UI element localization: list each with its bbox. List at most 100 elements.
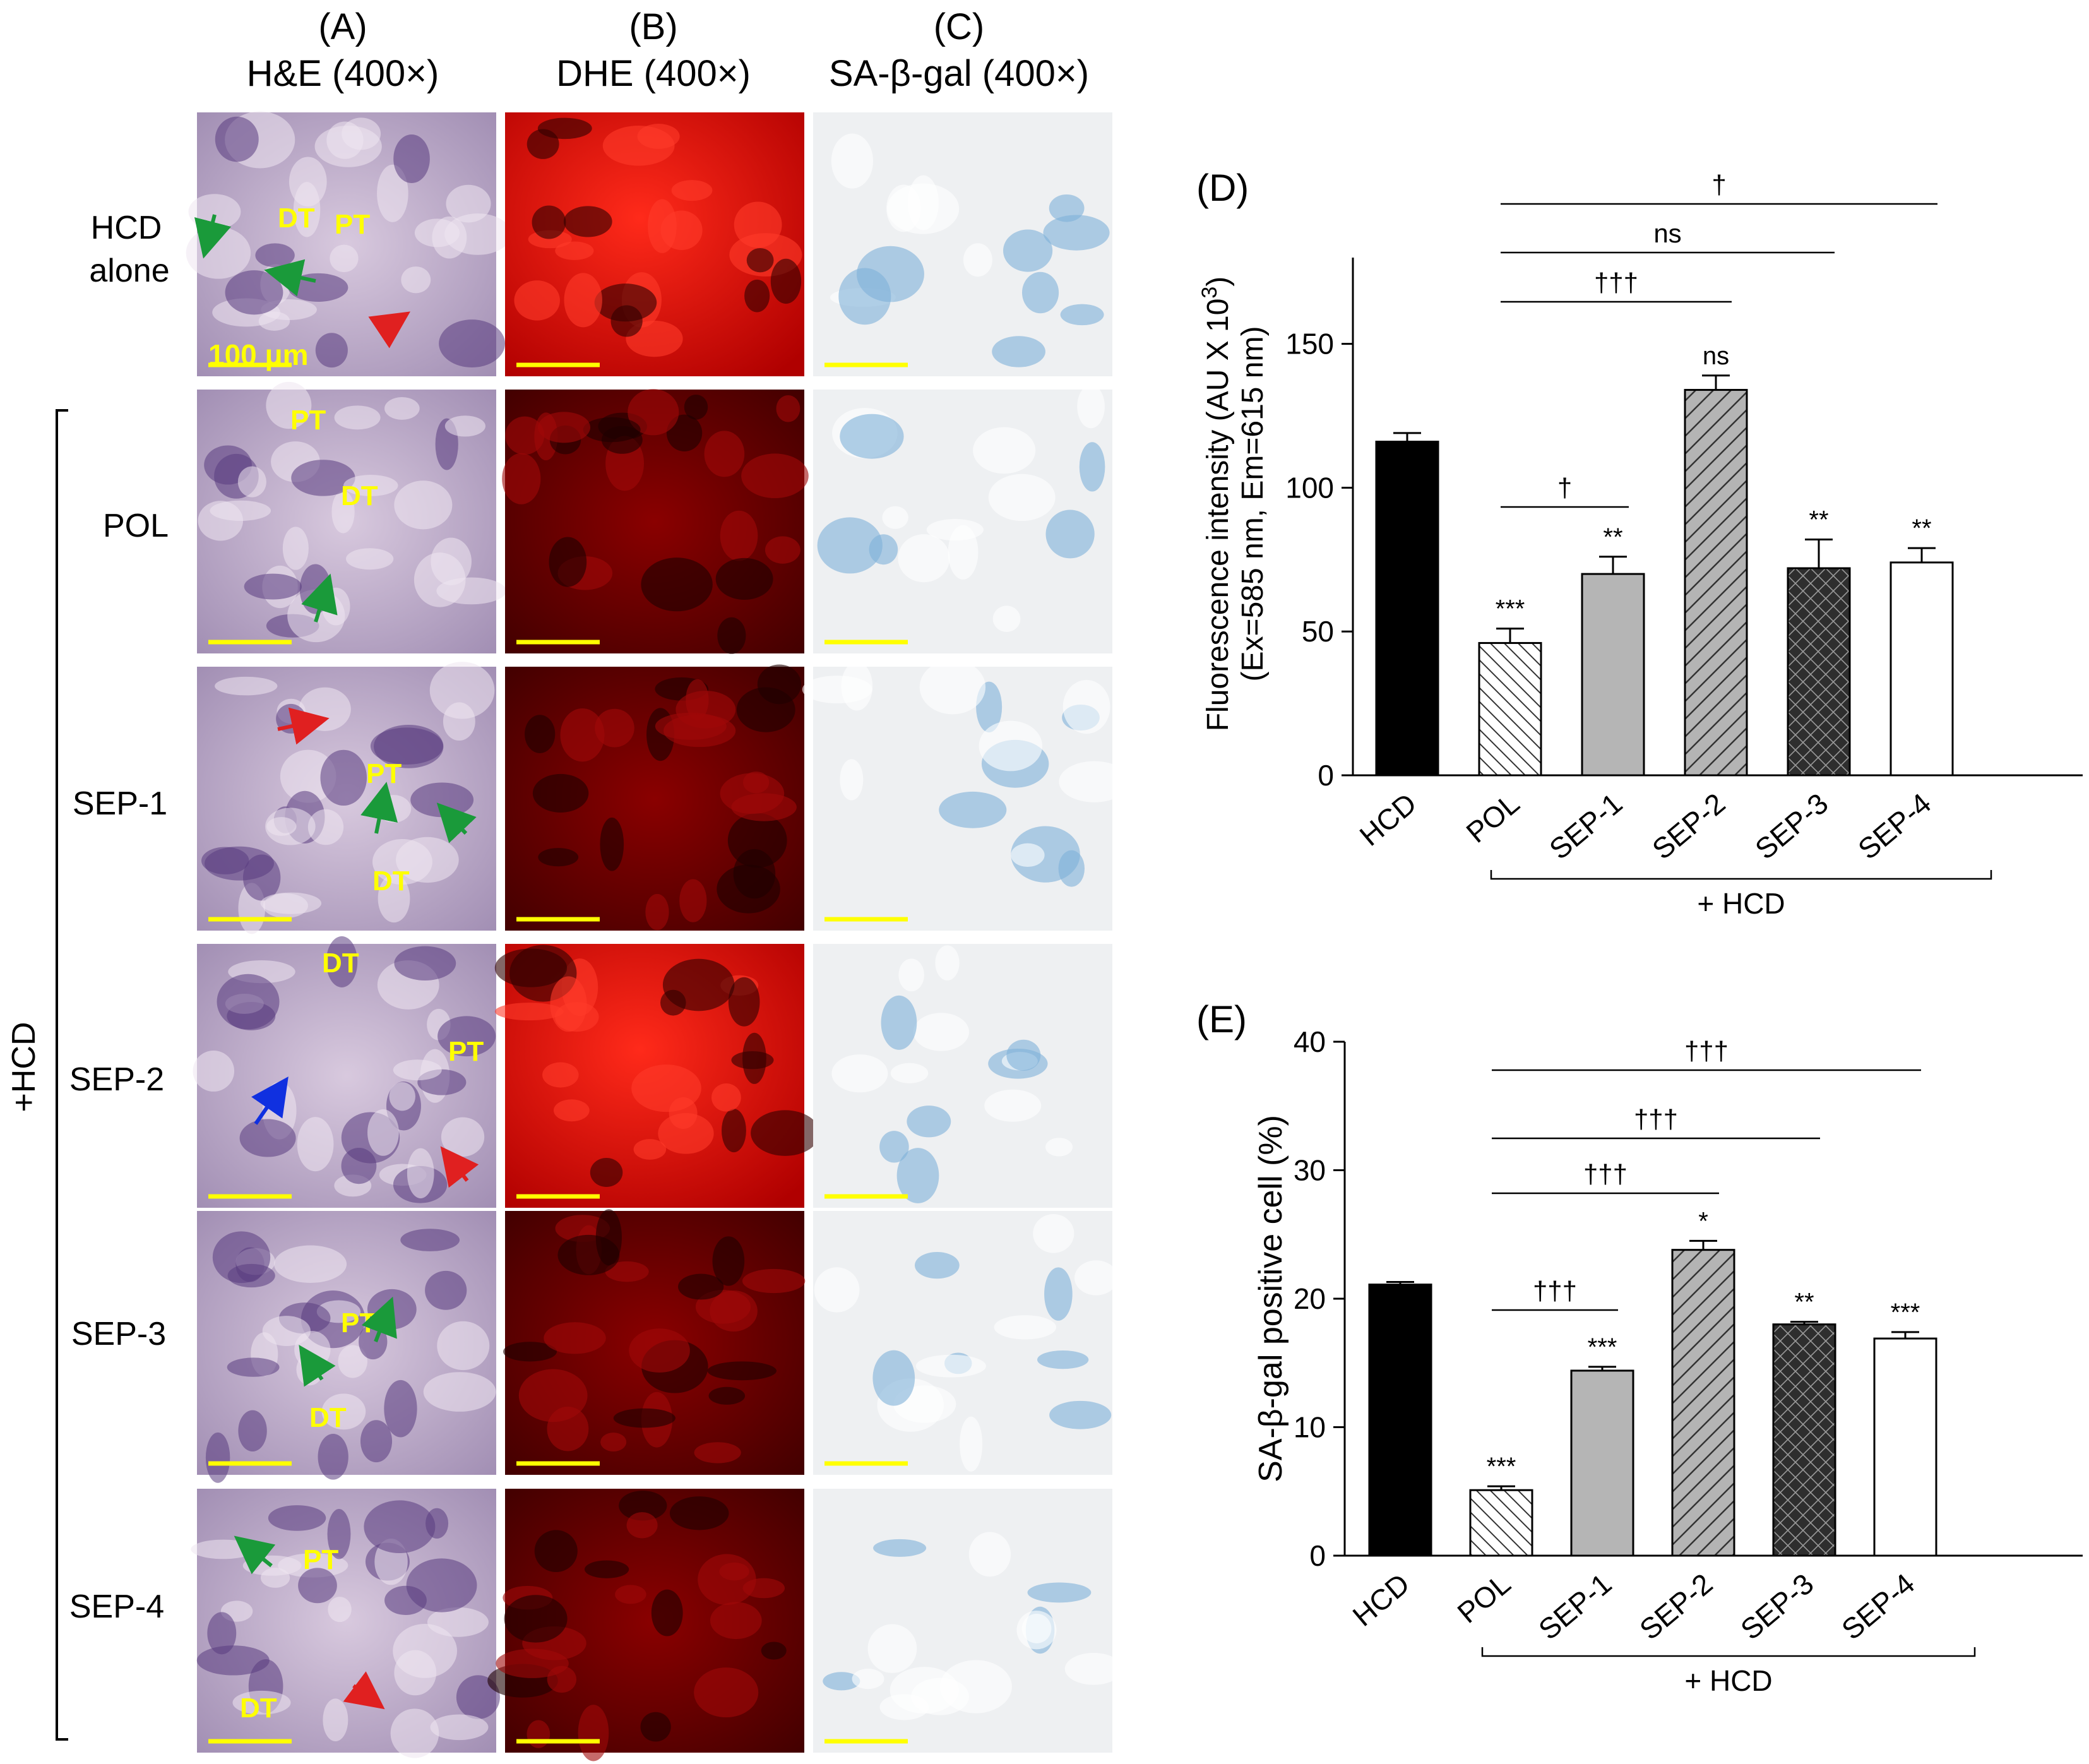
tissue-texture [255,243,295,268]
annotation-dt: DT [322,948,359,979]
tissue-texture [1049,194,1085,222]
bar-sep-4 [1873,1337,1937,1557]
annotation-pt: PT [290,405,326,436]
green-arrow [360,782,398,834]
tissue-texture [994,1315,1057,1340]
tissue-texture [534,1530,578,1573]
tissue-texture [648,199,677,253]
tissue-texture [393,134,430,184]
tissue-texture [532,205,566,239]
y-axis-label: Fluorescence intensity (AU X 103) [1198,277,1235,732]
tissue-texture [384,397,420,420]
tissue-texture [757,664,802,705]
micrograph-r5-c2 [503,1209,806,1475]
tissue-texture [629,1328,690,1373]
tissue-texture [1049,1400,1112,1429]
y-axis-label-part: ) [1201,277,1235,287]
significance-label: *** [1496,595,1525,623]
tissue-texture [600,1433,627,1451]
tissue-texture [890,1063,929,1083]
red-arrow [368,311,410,349]
tissue-texture [765,536,800,564]
col-a-letter: (A) [318,6,367,47]
tissue-texture [984,1089,1042,1122]
tissue-texture [926,519,984,541]
tissue-texture [578,1705,609,1761]
tissue-texture [297,1117,334,1172]
tissue-texture [1037,1350,1089,1369]
tissue-texture [550,976,587,1032]
tissue-texture [326,121,364,159]
tissue-texture [640,1712,671,1742]
tissue-texture [564,273,602,328]
tissue-texture [1074,1260,1118,1296]
tissue-texture [389,1082,415,1111]
tissue-texture [840,414,904,459]
micrograph-r4-c1 [193,936,496,1208]
tissue-texture [686,679,709,720]
tissue-texture [663,714,736,748]
tissue-texture [731,793,797,821]
y-tick-label: 150 [1285,328,1334,361]
comparison-label: ††† [1684,1036,1729,1066]
tissue-texture [514,280,560,321]
tissue-texture [215,676,278,696]
comparison-label: † [1557,473,1572,503]
tissue-texture [651,1589,683,1636]
tissue-texture [715,557,773,600]
tissue-texture [896,1148,939,1203]
micrograph-r1-c3 [813,112,1112,376]
hcd-group-bracket [56,409,68,1741]
tissue-texture [370,727,443,765]
tissue-texture [410,782,474,818]
tissue-texture [613,1408,676,1428]
bar-pol [1478,641,1542,777]
comparison-label: ††† [1594,268,1638,297]
tissue-texture [898,534,950,583]
green-arrow [436,802,477,843]
tissue-texture [360,1420,393,1463]
micrograph-r5-c3 [813,1211,1118,1475]
tissue-texture [841,662,873,711]
tissue-texture [919,660,986,715]
chart-sagal: (E) 0 10 20 30 40 SA-β-gal positive cell (%) HC… [1196,998,2083,1697]
tissue-texture [742,1578,785,1599]
tissue-texture [600,817,624,871]
tissue-texture [1079,442,1105,492]
tissue-texture [1045,1138,1073,1157]
comparison-label: ††† [1533,1276,1577,1306]
tissue-texture [456,1675,500,1719]
tissue-texture [741,453,809,499]
tissue-texture [583,417,641,443]
tissue-texture [1064,1653,1122,1685]
tissue-texture [547,1406,589,1451]
tissue-texture [887,183,960,234]
group-bracket [1490,870,1992,880]
tissue-texture [441,1117,485,1157]
y-tick-label: 0 [1309,1539,1326,1572]
bar-sep-3 [1772,1323,1836,1557]
tissue-texture [751,1110,820,1156]
bar-sep-1 [1570,1369,1634,1557]
tissue-texture [425,1270,467,1310]
tissue-texture [321,1393,366,1430]
tissue-texture [867,1624,917,1673]
tissue-texture [619,1491,667,1521]
tissue-texture [610,305,643,337]
tissue-texture [1058,850,1085,887]
tissue-texture [722,1109,746,1153]
tissue-texture [658,1113,714,1154]
tissue-texture [1062,679,1110,734]
tissue-texture [873,1539,927,1557]
tissue-texture [728,977,760,1027]
tissue-texture [1077,384,1105,429]
tissue-texture [364,1500,436,1554]
tissue-texture [963,243,992,277]
annotation-pt: PT [366,758,402,789]
micrograph-r6-c1 [191,1489,500,1758]
tissue-texture [444,213,511,255]
tissue-texture [423,1372,496,1412]
tissue-texture [633,1139,667,1160]
tissue-texture [503,1342,557,1362]
tissue-texture [393,1059,442,1081]
